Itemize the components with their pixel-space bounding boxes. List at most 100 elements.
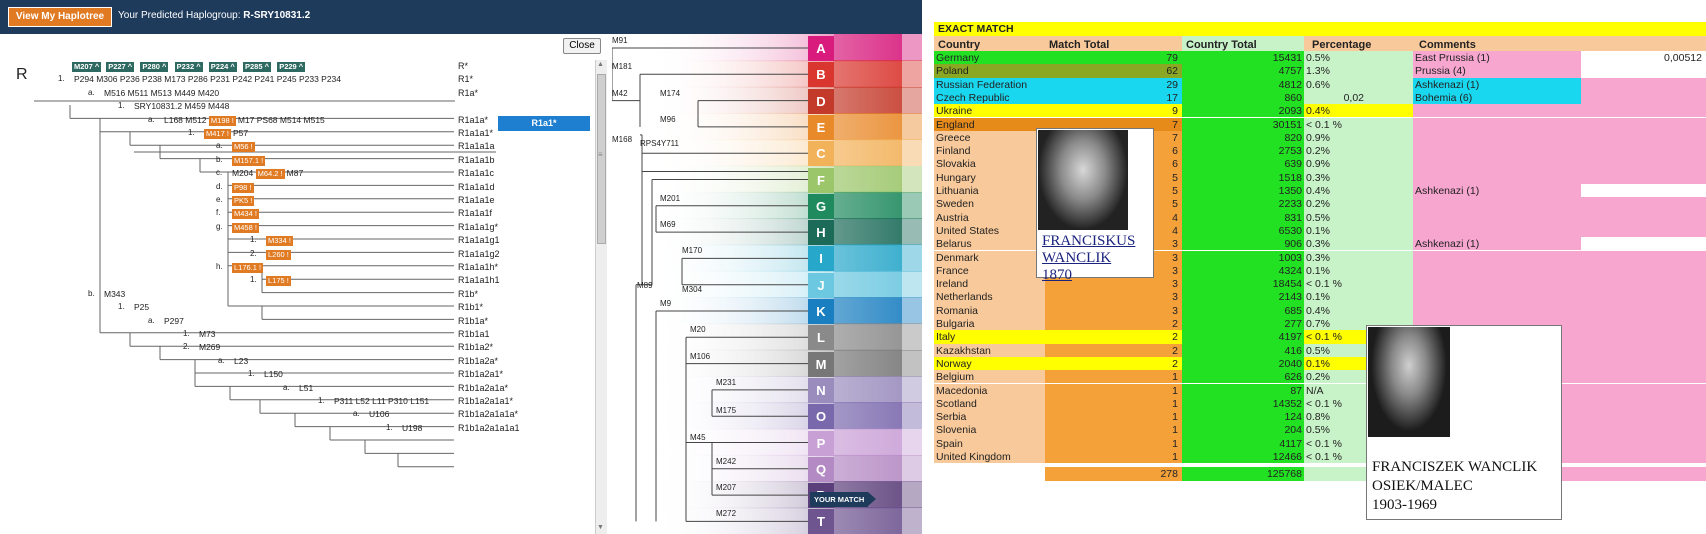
haplogroup-node-name[interactable]: R1b1* bbox=[458, 302, 484, 313]
country-total-cell[interactable]: 4324 bbox=[1278, 264, 1302, 277]
percentage-cell[interactable]: 0.9% bbox=[1306, 158, 1330, 171]
extra-value-cell[interactable]: 0,00512 bbox=[1664, 52, 1702, 64]
haplogroup-node-name[interactable]: R1b1a2a* bbox=[458, 355, 499, 366]
country-total-cell[interactable]: 626 bbox=[1284, 371, 1302, 384]
percentage-cell[interactable]: 0.4% bbox=[1306, 304, 1330, 317]
haplogroup-node-name[interactable]: R1a* bbox=[458, 87, 479, 98]
comments-cell[interactable] bbox=[1415, 144, 1579, 158]
column-header[interactable]: Country bbox=[938, 39, 981, 51]
match-total-cell[interactable]: 17 bbox=[1166, 91, 1178, 104]
country-cell[interactable]: Austria bbox=[936, 211, 969, 224]
country-cell[interactable]: Italy bbox=[936, 331, 956, 344]
country-total-cell[interactable]: 4757 bbox=[1278, 65, 1302, 78]
haplogroup-tab-t[interactable]: T bbox=[808, 509, 834, 534]
haplogroup-tab-n[interactable]: N bbox=[808, 377, 834, 403]
country-cell[interactable]: England bbox=[936, 118, 975, 131]
percentage-cell[interactable]: 0.1% bbox=[1306, 264, 1330, 277]
match-total-cell[interactable]: 5 bbox=[1172, 171, 1178, 184]
snp-warning-badge[interactable]: L260 ! bbox=[266, 249, 291, 260]
comments-cell[interactable]: Ashkenazi (1) bbox=[1415, 78, 1480, 91]
haplogroup-node-name[interactable]: R1a1a1e bbox=[458, 195, 495, 205]
snp-warning-badge[interactable]: L175 ! bbox=[266, 276, 291, 287]
column-header[interactable]: Percentage bbox=[1312, 39, 1372, 51]
snp-warning-badge[interactable]: L176.1 ! bbox=[232, 263, 264, 273]
sum-country-total[interactable]: 125768 bbox=[1266, 468, 1302, 481]
comments-cell[interactable] bbox=[1415, 171, 1579, 185]
percentage-cell[interactable]: 0.4% bbox=[1306, 185, 1330, 197]
country-total-cell[interactable]: 6530 bbox=[1278, 224, 1302, 237]
snp-warning-badge[interactable]: M198 ! bbox=[208, 115, 236, 126]
country-total-cell[interactable]: 860 bbox=[1284, 91, 1302, 104]
country-total-cell[interactable]: 2143 bbox=[1278, 291, 1302, 304]
country-cell[interactable]: Netherlands bbox=[936, 291, 993, 304]
percentage-cell[interactable]: < 0.1 % bbox=[1306, 451, 1342, 463]
match-total-cell[interactable]: 1 bbox=[1172, 411, 1178, 424]
country-total-cell[interactable]: 2233 bbox=[1278, 198, 1302, 211]
country-total-cell[interactable]: 4812 bbox=[1278, 78, 1302, 91]
country-total-cell[interactable]: 12466 bbox=[1272, 451, 1302, 463]
comments-cell[interactable] bbox=[1415, 131, 1579, 145]
haplogroup-tab-c[interactable]: C bbox=[808, 141, 834, 167]
snp-warning-badge[interactable]: P98 ! bbox=[232, 182, 254, 193]
match-total-cell[interactable]: 3 bbox=[1172, 238, 1178, 251]
country-total-cell[interactable]: 204 bbox=[1284, 424, 1302, 437]
haplogroup-node-name[interactable]: R1b1a2a1a* bbox=[458, 382, 509, 393]
haplogroup-tab-j[interactable]: J bbox=[808, 272, 834, 298]
country-total-cell[interactable]: 639 bbox=[1284, 158, 1302, 171]
percentage-cell[interactable]: 0.2% bbox=[1306, 371, 1330, 384]
match-total-cell[interactable]: 6 bbox=[1172, 145, 1178, 158]
match-total-cell[interactable]: 5 bbox=[1172, 198, 1178, 211]
percentage-cell[interactable]: 0.5% bbox=[1306, 52, 1330, 64]
percentage-cell[interactable]: < 0.1 % bbox=[1306, 331, 1342, 344]
haplogroup-tab-e[interactable]: E bbox=[808, 114, 834, 140]
photo-caption-line[interactable]: WANCLIK bbox=[1042, 250, 1112, 266]
snp-warning-badge[interactable]: M64.2 ! bbox=[255, 169, 285, 180]
match-total-cell[interactable]: 1 bbox=[1172, 371, 1178, 384]
comments-cell[interactable] bbox=[1415, 304, 1579, 318]
country-cell[interactable]: Lithuania bbox=[936, 185, 979, 197]
country-total-cell[interactable]: 124 bbox=[1284, 411, 1302, 424]
country-total-cell[interactable]: 906 bbox=[1284, 238, 1302, 251]
percentage-cell[interactable]: < 0.1 % bbox=[1306, 437, 1342, 450]
photo-caption-line[interactable]: 1870 bbox=[1042, 267, 1072, 283]
percentage-cell[interactable]: 0.2% bbox=[1306, 145, 1330, 158]
top-marker-badge[interactable]: P280 ^ bbox=[140, 62, 169, 72]
match-total-cell[interactable]: 3 bbox=[1172, 264, 1178, 277]
haplogroup-node-name[interactable]: R1* bbox=[458, 74, 474, 85]
country-cell[interactable]: Bulgaria bbox=[936, 318, 975, 330]
country-cell[interactable]: Serbia bbox=[936, 411, 967, 424]
haplogroup-tab-q[interactable]: Q bbox=[808, 456, 834, 482]
country-cell[interactable]: Ireland bbox=[936, 278, 969, 291]
haplogroup-node-name[interactable]: R1a1a1d bbox=[458, 181, 495, 192]
country-total-cell[interactable]: 2753 bbox=[1278, 145, 1302, 158]
haplogroup-tab-i[interactable]: I bbox=[808, 246, 834, 272]
percentage-cell[interactable]: 0.5% bbox=[1306, 344, 1330, 357]
top-marker-badge[interactable]: P227 ^ bbox=[106, 62, 135, 72]
country-cell[interactable]: France bbox=[936, 264, 969, 277]
match-total-cell[interactable]: 2 bbox=[1172, 318, 1178, 330]
haplogroup-tab-k[interactable]: K bbox=[808, 299, 834, 324]
haplogroup-node-name[interactable]: R1b1a2a1* bbox=[458, 369, 504, 380]
percentage-cell[interactable]: 0.1% bbox=[1306, 291, 1330, 304]
haplogroup-tab-d[interactable]: D bbox=[808, 88, 834, 114]
haplogroup-tab-p[interactable]: P bbox=[808, 430, 834, 456]
match-total-cell[interactable]: 79 bbox=[1166, 52, 1178, 64]
country-cell[interactable]: Sweden bbox=[936, 198, 974, 211]
match-total-cell[interactable]: 3 bbox=[1172, 291, 1178, 304]
close-button[interactable]: Close bbox=[563, 38, 601, 54]
country-cell[interactable]: Czech Republic bbox=[936, 91, 1010, 104]
match-total-cell[interactable]: 2 bbox=[1172, 357, 1178, 370]
haplogroup-node-name[interactable]: R1b1a* bbox=[458, 315, 489, 326]
scroll-up-arrow-icon[interactable]: ▲ bbox=[597, 61, 604, 68]
haplogroup-node-name[interactable]: R1b1a2a1a1* bbox=[458, 396, 514, 406]
match-total-cell[interactable]: 9 bbox=[1172, 105, 1178, 118]
haplogroup-tab-a[interactable]: A bbox=[808, 36, 834, 61]
haplogroup-tab-g[interactable]: G bbox=[808, 193, 834, 219]
country-cell[interactable]: Ukraine bbox=[936, 105, 973, 118]
match-total-cell[interactable]: 1 bbox=[1172, 397, 1178, 410]
match-total-cell[interactable]: 4 bbox=[1172, 224, 1178, 237]
haplogroup-node-name[interactable]: R1a1a1a bbox=[458, 141, 495, 152]
view-my-haplotree-button[interactable]: View My Haplotree bbox=[8, 7, 112, 27]
match-total-cell[interactable]: 5 bbox=[1172, 185, 1178, 197]
match-total-cell[interactable]: 3 bbox=[1172, 278, 1178, 291]
